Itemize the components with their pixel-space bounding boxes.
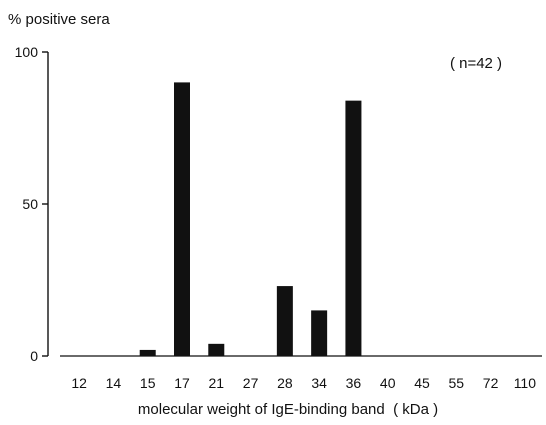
bar-28 [276,286,293,356]
x-tick-label: 45 [414,375,430,391]
bar-36 [345,100,362,356]
x-tick-label: 36 [346,375,362,391]
x-axis-label: molecular weight of IgE-binding band ( k… [138,401,438,418]
y-axis-label: % positive sera [8,11,110,28]
x-tick-label: 15 [140,375,156,391]
bar-17 [174,82,190,357]
y-tick-label: 0 [30,348,38,364]
x-tick-label: 28 [277,375,293,391]
x-tick-label: 40 [380,375,396,391]
x-tick-label: 34 [311,375,327,391]
bar-15 [139,349,156,356]
x-tick-label: 21 [208,375,224,391]
x-tick-label: 27 [243,375,259,391]
bar-34 [311,310,328,356]
x-tick-label: 72 [483,375,499,391]
sample-size-annotation: ( n=42 ) [450,55,502,72]
bar-21 [208,343,225,356]
x-tick-label: 55 [448,375,464,391]
y-axis: 0 50 100 [15,44,49,364]
y-tick-label: 50 [22,196,38,212]
x-tick-label: 14 [106,375,122,391]
x-tick-label: 17 [174,375,190,391]
x-tick-labels: 12 14 15 17 21 27 28 34 36 40 45 55 72 110 [71,375,536,391]
x-tick-label: 12 [71,375,87,391]
y-tick-label: 100 [15,44,39,60]
x-tick-label: 110 [514,375,537,391]
bars [139,82,362,357]
